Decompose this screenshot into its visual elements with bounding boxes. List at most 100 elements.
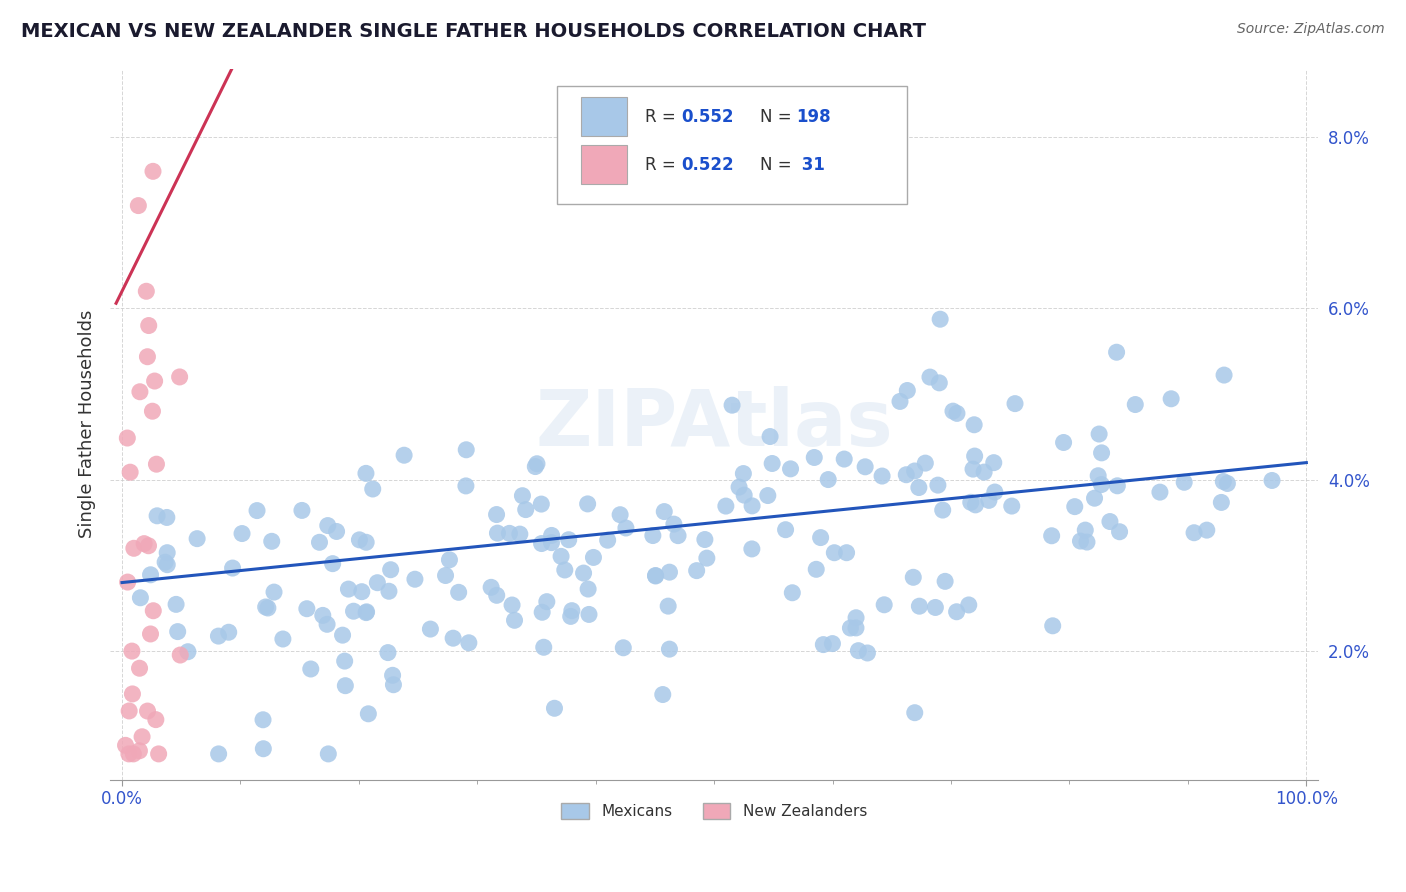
Point [931,503,953,517]
Point [325,524,347,539]
Point [596,533,619,548]
Point [120,465,142,479]
Point [666,529,689,543]
Point [946,406,969,420]
Point [337,582,360,596]
Point [530,497,553,511]
Point [728,480,751,494]
Point [318,747,340,761]
Text: 198: 198 [796,108,831,126]
Point [257,601,280,615]
Point [526,457,548,471]
Point [117,431,139,445]
Point [141,404,163,418]
Point [134,536,156,550]
Point [576,582,599,596]
Text: R =: R = [645,155,682,174]
Point [342,604,364,618]
Text: MEXICAN VS NEW ZEALANDER SINGLE FATHER HOUSEHOLDS CORRELATION CHART: MEXICAN VS NEW ZEALANDER SINGLE FATHER H… [21,22,927,41]
Point [335,679,357,693]
Point [263,585,285,599]
FancyBboxPatch shape [581,97,627,136]
Point [1149,485,1171,500]
Point [918,370,941,384]
Point [139,627,162,641]
Point [312,608,335,623]
Point [1195,523,1218,537]
Point [813,638,835,652]
Text: Source: ZipAtlas.com: Source: ZipAtlas.com [1237,22,1385,37]
Point [456,442,478,457]
Point [612,640,634,655]
Point [554,563,576,577]
Point [349,533,371,547]
Point [145,457,167,471]
Point [1074,523,1097,537]
Point [870,469,893,483]
Point [156,558,179,572]
Point [156,546,179,560]
Point [823,546,845,560]
Point [1105,345,1128,359]
Point [381,668,404,682]
Point [136,704,159,718]
Point [1211,495,1233,509]
Point [291,503,314,517]
Point [186,532,208,546]
Point [1087,468,1109,483]
Point [561,604,583,618]
Point [138,318,160,333]
Point [377,646,399,660]
Point [845,621,868,635]
Point [122,747,145,761]
Point [153,555,176,569]
Point [316,617,339,632]
Point [486,526,509,541]
Point [1052,435,1074,450]
Point [121,687,143,701]
Point [166,624,188,639]
Point [756,489,779,503]
Point [118,747,141,761]
Point [761,457,783,471]
Point [117,575,139,590]
Point [984,485,1007,500]
Text: ZIPAtlas: ZIPAtlas [536,386,893,462]
Point [509,527,531,541]
Point [332,628,354,642]
Point [457,636,479,650]
Point [540,528,562,542]
Point [142,604,165,618]
Point [515,502,537,516]
Point [924,600,946,615]
Point [357,706,380,721]
Point [501,598,523,612]
Point [662,517,685,532]
Point [963,449,986,463]
Point [652,505,675,519]
Point [447,585,470,599]
Point [965,498,987,512]
Point [929,312,952,326]
Point [114,739,136,753]
Point [1216,476,1239,491]
Point [1090,477,1112,491]
Point [693,533,716,547]
Point [845,611,868,625]
Point [959,495,981,509]
Point [260,534,283,549]
Point [853,459,876,474]
Point [873,598,896,612]
Point [1076,535,1098,549]
Text: N =: N = [761,155,797,174]
Point [169,370,191,384]
Point [142,164,165,178]
Point [128,744,150,758]
Point [733,488,755,502]
Point [354,467,377,481]
Point [169,648,191,662]
Point [218,625,240,640]
Point [714,499,737,513]
Point [404,572,426,586]
Point [977,493,1000,508]
